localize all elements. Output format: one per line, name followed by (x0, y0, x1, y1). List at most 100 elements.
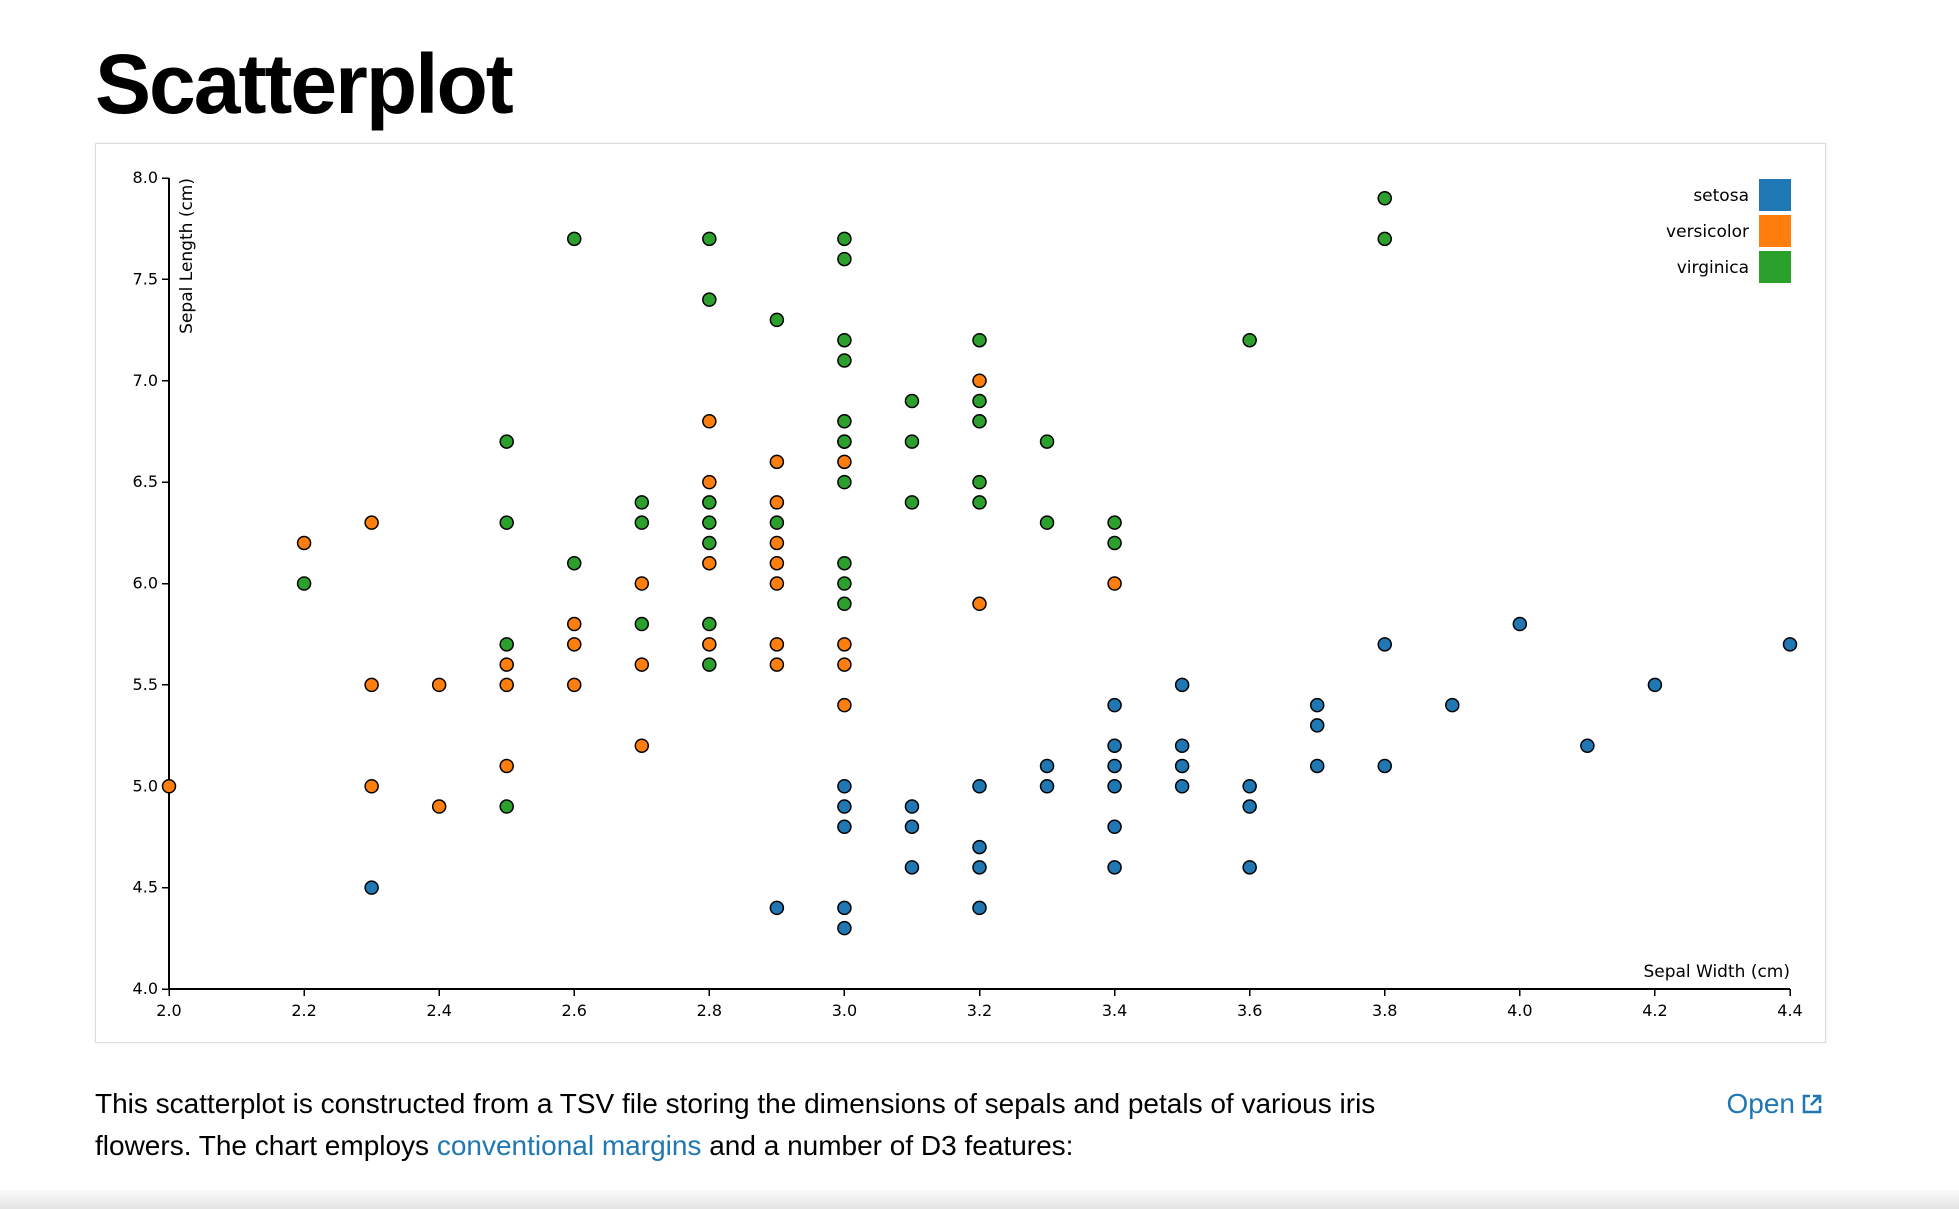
data-point-virginica (296, 576, 312, 591)
data-point-virginica (972, 495, 987, 510)
data-point-virginica (702, 515, 717, 530)
data-point-versicolor (567, 677, 582, 693)
x-tick-label: 3.8 (1372, 1001, 1397, 1020)
data-point-setosa (364, 880, 379, 895)
data-point-virginica (499, 515, 514, 530)
data-point-setosa (1107, 738, 1122, 753)
data-point-virginica (634, 495, 650, 510)
data-point-versicolor (634, 738, 650, 753)
data-point-setosa (1107, 779, 1122, 794)
data-point-setosa (837, 819, 852, 835)
scatterplot-chart: 2.0 2.2 2.4 2.6 2.8 3.0 3.2 3.4 3.6 3.8 4.0 4.2 4.4 … (133, 168, 1803, 1020)
x-axis-title: Sepal Width (cm) (1643, 962, 1790, 982)
data-point-setosa (1174, 758, 1190, 774)
data-point-versicolor (837, 697, 852, 713)
data-point-versicolor (702, 555, 717, 571)
data-point-versicolor (499, 657, 514, 672)
data-point-virginica (499, 434, 514, 449)
data-point-virginica (972, 332, 987, 348)
data-point-virginica (702, 292, 717, 307)
data-point-setosa (972, 839, 987, 855)
data-point-versicolor (634, 576, 650, 591)
data-point-virginica (769, 515, 785, 530)
data-point-setosa (837, 900, 852, 916)
data-point-virginica (634, 515, 650, 530)
data-point-setosa (1039, 758, 1055, 774)
x-tick-label: 2.8 (697, 1001, 722, 1020)
legend-label-versicolor: versicolor (1666, 222, 1749, 242)
data-point-virginica (1377, 191, 1392, 206)
data-point-setosa (1174, 738, 1190, 753)
x-axis: 2.0 2.2 2.4 2.6 2.8 3.0 3.2 3.4 3.6 3.8 4.0 4.2 4.4 (156, 988, 1803, 1020)
x-tick-label: 3.0 (832, 1001, 857, 1020)
open-link[interactable]: Open (1727, 1083, 1824, 1125)
data-point-virginica (769, 312, 785, 328)
data-point-setosa (1377, 637, 1392, 652)
y-tick-label: 6.0 (133, 574, 158, 593)
page-bottom-edge (0, 1190, 1959, 1209)
data-point-setosa (837, 779, 852, 794)
data-point-versicolor (702, 414, 717, 429)
data-point-virginica (702, 657, 717, 672)
data-point-virginica (499, 799, 514, 814)
data-point-setosa (904, 819, 920, 835)
data-point-setosa (1107, 697, 1122, 713)
data-point-virginica (837, 474, 852, 490)
data-point-versicolor (769, 535, 785, 551)
data-point-setosa (837, 799, 852, 814)
description-paragraph: This scatterplot is constructed from a T… (95, 1083, 1425, 1167)
data-point-virginica (904, 495, 920, 510)
data-point-setosa (1174, 677, 1190, 693)
page-title: Scatterplot (95, 37, 514, 131)
legend-label-virginica: virginica (1677, 258, 1749, 278)
data-point-setosa (1512, 616, 1528, 632)
data-point-versicolor (769, 495, 785, 510)
data-point-versicolor (431, 799, 447, 814)
legend-label-setosa: setosa (1693, 186, 1749, 206)
data-point-setosa (972, 900, 987, 916)
legend-swatch-versicolor (1759, 215, 1791, 247)
data-point-setosa (1242, 860, 1257, 875)
data-point-setosa (1580, 738, 1595, 753)
data-points (161, 191, 1798, 936)
x-tick-label: 4.2 (1642, 1001, 1667, 1020)
data-point-setosa (1242, 779, 1257, 794)
data-point-virginica (837, 231, 852, 247)
x-tick-label: 2.2 (291, 1001, 316, 1020)
data-point-virginica (837, 332, 852, 348)
data-point-virginica (1107, 535, 1122, 551)
data-point-virginica (567, 555, 582, 571)
description-text-1: This scatterplot is constructed from a T… (95, 1088, 1376, 1161)
x-tick-label: 2.4 (426, 1001, 451, 1020)
y-axis-title: Sepal Length (cm) (177, 178, 197, 334)
data-point-setosa (1107, 860, 1122, 875)
data-point-setosa (1782, 637, 1798, 652)
chart-frame (95, 143, 1826, 1043)
data-point-virginica (567, 231, 582, 247)
data-point-setosa (972, 860, 987, 875)
data-point-versicolor (161, 779, 177, 794)
data-point-virginica (837, 596, 852, 612)
data-point-setosa (1242, 799, 1257, 814)
y-axis: 4.0 4.5 5.0 5.5 6.0 6.5 7.0 7.5 8.0 (133, 168, 170, 998)
data-point-virginica (972, 474, 987, 490)
data-point-virginica (837, 251, 852, 267)
data-point-virginica (1377, 231, 1392, 247)
data-point-setosa (837, 920, 852, 936)
data-point-versicolor (634, 657, 650, 672)
x-tick-label: 3.2 (967, 1001, 992, 1020)
x-tick-label: 2.0 (156, 1001, 181, 1020)
data-point-versicolor (364, 677, 379, 693)
data-point-virginica (634, 616, 650, 632)
data-point-setosa (1174, 779, 1190, 794)
x-tick-label: 2.6 (562, 1001, 587, 1020)
y-tick-label: 7.0 (133, 371, 158, 390)
data-point-virginica (972, 414, 987, 429)
data-point-virginica (1242, 332, 1257, 348)
data-point-virginica (904, 393, 920, 409)
x-tick-label: 3.6 (1237, 1001, 1262, 1020)
data-point-setosa (1377, 758, 1392, 774)
y-tick-label: 5.0 (133, 776, 158, 795)
conventional-margins-link[interactable]: conventional margins (436, 1130, 702, 1161)
legend: setosa versicolor virginica (1666, 179, 1791, 283)
